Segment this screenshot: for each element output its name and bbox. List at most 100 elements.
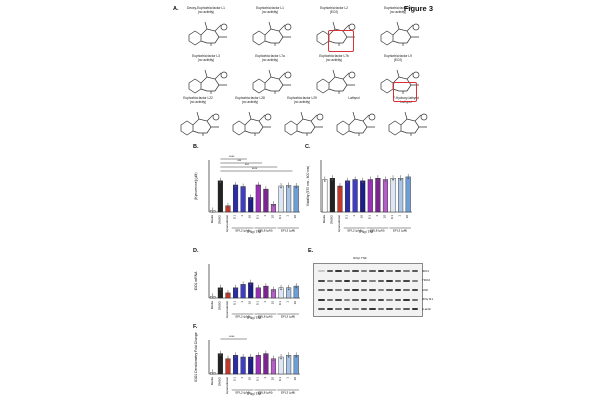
bar	[405, 176, 411, 213]
blot-band	[318, 289, 325, 292]
blot-band	[394, 270, 401, 273]
data-point	[234, 185, 237, 188]
bar	[375, 178, 381, 213]
x-tick-label: 0.1	[278, 215, 282, 220]
blot-band	[326, 279, 333, 282]
structure-name: Euphorbia factor L29	[287, 96, 317, 100]
structure-note: (no activity)	[197, 58, 215, 62]
data-point	[354, 180, 356, 182]
blot-band	[352, 308, 359, 311]
group-label: EFL8 (µM)	[258, 391, 272, 395]
bar	[225, 358, 231, 375]
data-point	[407, 177, 410, 180]
molecule-drawing	[316, 69, 356, 94]
x-tick-label: 10	[382, 215, 386, 219]
data-point	[234, 356, 237, 358]
bar	[352, 179, 358, 213]
x-tick-label: DMSO	[217, 300, 221, 310]
structure-note: (EC0)	[329, 10, 339, 14]
bar	[293, 285, 299, 299]
blot-row-label: TDO2	[422, 278, 431, 282]
data-point	[227, 293, 229, 296]
blot-band	[318, 279, 325, 282]
blot-band	[377, 289, 384, 292]
structure-note: (no activity)	[261, 10, 279, 14]
blot-band	[377, 298, 384, 301]
group-label: EFL8 (µM)	[370, 229, 384, 233]
x-tick-label: DMSO	[217, 376, 221, 386]
data-point	[219, 288, 222, 291]
blot-band	[335, 270, 342, 273]
bar	[344, 180, 351, 213]
blot-band	[403, 298, 410, 301]
blot-band	[352, 270, 359, 273]
blot-band	[360, 308, 367, 311]
blot-band	[343, 279, 350, 282]
bar	[398, 178, 404, 213]
bar	[322, 179, 328, 213]
bar	[293, 185, 299, 213]
highlight-box-l9	[393, 82, 417, 102]
blot-band	[343, 270, 350, 273]
x-tick-label: Media	[210, 377, 214, 386]
x-tick-label: 10	[270, 377, 274, 381]
x-tick-label: Epacadostat	[225, 215, 229, 232]
data-point	[323, 180, 326, 182]
x-tick-label: 1	[263, 377, 267, 379]
x-tick-label: 10	[360, 215, 364, 219]
panel-a-label: A.	[173, 6, 179, 12]
blot-band	[318, 298, 325, 301]
bar	[337, 185, 343, 213]
structure-item: Euphorbia factor L6 (no activity)	[369, 6, 427, 50]
bar	[286, 185, 292, 213]
x-tick-label: 1	[286, 377, 290, 379]
y-axis-label: IDO1 mRNA	[194, 271, 198, 291]
x-tick-label: Epacadostat	[225, 301, 229, 318]
structure-name: Deoxy-Euphorbia factor L1	[187, 6, 225, 10]
blot-band	[386, 279, 393, 282]
blot-band	[335, 279, 342, 282]
molecule-drawing	[388, 111, 428, 136]
panel-e-label: E.	[308, 248, 314, 254]
blot-band	[326, 308, 333, 311]
data-point	[280, 186, 282, 189]
blot-band	[411, 308, 418, 311]
chart-b: [Kynurenine] (µM) Media DMSO Epacadostat 0.1…	[194, 155, 300, 234]
x-tick-label: Media	[210, 215, 214, 224]
data-point	[249, 283, 252, 285]
blot-band	[326, 289, 333, 292]
blot-band	[318, 308, 325, 311]
structure-name: 7-Hydroxy-lathyrol	[393, 96, 419, 100]
data-point	[219, 181, 222, 184]
structure-name: Euphorbia factor L3	[192, 54, 220, 58]
bar	[360, 180, 366, 213]
blot-band	[343, 308, 350, 311]
bar	[263, 188, 269, 213]
structure-note: (no activity)	[325, 58, 343, 62]
data-point	[280, 288, 282, 291]
group-label: EFL2 (µM)	[348, 229, 362, 233]
blot-band	[411, 279, 418, 282]
x-tick-label: 0.1	[278, 377, 282, 382]
molecule-drawing	[180, 111, 220, 136]
blot-band	[403, 279, 410, 282]
blot-band	[352, 279, 359, 282]
x-tick-label: 0.1	[345, 215, 349, 220]
molecule-drawing	[252, 21, 292, 46]
blot-band	[411, 270, 418, 273]
highlight-box-l2	[328, 30, 354, 52]
blot-band	[318, 270, 325, 273]
structure-item: Euphorbia factor L1 (no activity)	[241, 6, 299, 50]
blot-band	[403, 308, 410, 311]
data-point	[392, 178, 394, 181]
x-tick-label: 1	[398, 215, 402, 217]
data-point	[227, 359, 229, 361]
x-tick-label: Epacadostat	[337, 215, 341, 232]
molecule-drawing	[284, 111, 324, 136]
data-point	[280, 357, 282, 360]
bar	[255, 184, 261, 213]
x-tick-label: 10	[293, 301, 297, 305]
significance-mark: ****	[252, 167, 258, 171]
data-point	[331, 178, 334, 181]
significance-mark: ****	[229, 155, 235, 159]
